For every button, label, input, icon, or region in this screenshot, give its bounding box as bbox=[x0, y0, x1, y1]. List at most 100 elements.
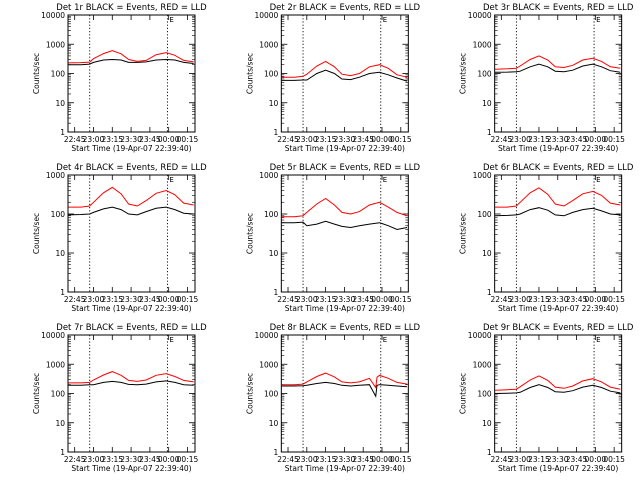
x-tick-label: 23:15 bbox=[315, 455, 337, 464]
y-axis-label: Counts/sec bbox=[32, 373, 41, 414]
x-tick-label: 22:45 bbox=[64, 295, 86, 304]
corner-mark: E bbox=[383, 336, 387, 344]
plot-frame bbox=[280, 174, 409, 293]
x-tick-label: 23:30 bbox=[334, 295, 356, 304]
x-tick-label: 23:00 bbox=[83, 455, 105, 464]
plot-frame bbox=[494, 334, 623, 453]
series-line-lld bbox=[495, 187, 621, 208]
x-tick-label: 00:15 bbox=[390, 295, 412, 304]
x-axis-label: Start Time (19-Apr-07 22:39:40) bbox=[285, 304, 405, 313]
x-tick-label: 00:00 bbox=[158, 455, 180, 464]
panel: Det 4r BLACK = Events, RED = LLD 1 10 100 10… bbox=[32, 163, 207, 313]
x-tick-label: 23:00 bbox=[509, 295, 531, 304]
y-tick-label: 1 bbox=[60, 288, 65, 297]
chart-title: Det 6r BLACK = Events, RED = LLD bbox=[483, 163, 634, 173]
x-tick-label: 22:45 bbox=[491, 455, 513, 464]
y-tick-label: 1000 bbox=[259, 171, 278, 180]
x-tick-label: 00:15 bbox=[177, 455, 199, 464]
x-tick-label: 22:45 bbox=[64, 455, 86, 464]
chart-title: Det 8r BLACK = Events, RED = LLD bbox=[270, 323, 421, 333]
series-line-lld bbox=[68, 186, 194, 208]
y-tick-label: 10 bbox=[269, 99, 279, 108]
x-tick-label: 23:30 bbox=[547, 135, 569, 144]
y-tick-label: 1000 bbox=[46, 171, 65, 180]
x-tick-label: 23:30 bbox=[120, 455, 142, 464]
y-tick-label: 100 bbox=[51, 390, 66, 399]
x-axis-label: Start Time (19-Apr-07 22:39:40) bbox=[498, 464, 618, 473]
x-tick-label: 23:00 bbox=[509, 135, 531, 144]
x-tick-label: 23:00 bbox=[296, 135, 318, 144]
y-tick-label: 1 bbox=[274, 448, 279, 457]
panel: Det 8r BLACK = Events, RED = LLD 1 10 100 10… bbox=[245, 323, 420, 473]
series-line-events bbox=[68, 380, 194, 386]
panel: Det 9r BLACK = Events, RED = LLD 1 10 100 10… bbox=[459, 323, 634, 473]
y-axis-label: Counts/sec bbox=[32, 53, 41, 94]
x-tick-label: 23:00 bbox=[296, 295, 318, 304]
y-axis-label: Counts/sec bbox=[245, 53, 254, 94]
y-tick-label: 10 bbox=[482, 419, 492, 428]
x-tick-label: 22:45 bbox=[277, 455, 299, 464]
series-line-events bbox=[281, 381, 408, 398]
x-tick-label: 00:00 bbox=[371, 135, 393, 144]
y-axis-label: Counts/sec bbox=[459, 373, 468, 414]
series-line-events bbox=[68, 206, 194, 216]
x-tick-label: 23:45 bbox=[352, 135, 374, 144]
y-tick-label: 1 bbox=[274, 288, 279, 297]
x-tick-label: 23:00 bbox=[83, 295, 105, 304]
y-axis-label: Counts/sec bbox=[459, 53, 468, 94]
y-tick-label: 100 bbox=[477, 210, 492, 219]
x-axis-label: Start Time (19-Apr-07 22:39:40) bbox=[285, 144, 405, 153]
x-tick-label: 23:15 bbox=[528, 295, 550, 304]
chart-title: Det 5r BLACK = Events, RED = LLD bbox=[270, 163, 421, 173]
x-tick-label: 23:30 bbox=[120, 135, 142, 144]
y-tick-label: 10 bbox=[55, 249, 65, 258]
y-tick-label: 100 bbox=[264, 210, 279, 219]
chart-title: Det 1r BLACK = Events, RED = LLD bbox=[56, 3, 207, 13]
series-line-lld bbox=[495, 55, 621, 70]
x-tick-label: 22:45 bbox=[491, 135, 513, 144]
y-tick-label: 1000 bbox=[473, 40, 492, 49]
chart-title: Det 2r BLACK = Events, RED = LLD bbox=[270, 3, 421, 13]
corner-mark: E bbox=[383, 176, 387, 184]
y-tick-label: 100 bbox=[264, 70, 279, 79]
y-tick-label: 1000 bbox=[473, 171, 492, 180]
corner-mark: E bbox=[596, 16, 600, 24]
y-tick-label: 1000 bbox=[473, 360, 492, 369]
series-line-lld bbox=[281, 197, 408, 218]
x-tick-label: 00:15 bbox=[390, 455, 412, 464]
y-tick-label: 1000 bbox=[46, 40, 65, 49]
plot-frame bbox=[280, 334, 409, 453]
x-tick-label: 23:45 bbox=[566, 455, 588, 464]
x-tick-label: 23:15 bbox=[528, 135, 550, 144]
x-axis-label: Start Time (19-Apr-07 22:39:40) bbox=[498, 304, 618, 313]
y-tick-label: 1 bbox=[487, 448, 492, 457]
x-tick-label: 23:30 bbox=[334, 455, 356, 464]
corner-mark: E bbox=[169, 16, 173, 24]
series-line-events bbox=[495, 63, 621, 73]
corner-mark: E bbox=[596, 336, 600, 344]
chart-title: Det 4r BLACK = Events, RED = LLD bbox=[56, 163, 207, 173]
y-axis-label: Counts/sec bbox=[245, 213, 254, 254]
plot-frame bbox=[494, 174, 623, 293]
x-tick-label: 23:30 bbox=[334, 135, 356, 144]
x-tick-label: 23:45 bbox=[566, 295, 588, 304]
x-axis-label: Start Time (19-Apr-07 22:39:40) bbox=[71, 144, 191, 153]
x-tick-label: 00:00 bbox=[158, 295, 180, 304]
y-tick-label: 10 bbox=[482, 99, 492, 108]
y-tick-label: 10 bbox=[55, 99, 65, 108]
x-tick-label: 23:15 bbox=[101, 295, 123, 304]
y-tick-label: 10000 bbox=[468, 331, 492, 340]
y-tick-label: 1 bbox=[487, 128, 492, 137]
x-tick-label: 22:45 bbox=[491, 295, 513, 304]
x-tick-label: 23:30 bbox=[120, 295, 142, 304]
plot-frame bbox=[67, 174, 196, 293]
y-tick-label: 10000 bbox=[41, 11, 65, 20]
x-tick-label: 00:15 bbox=[177, 295, 199, 304]
series-line-lld bbox=[495, 375, 621, 391]
x-tick-label: 23:45 bbox=[566, 135, 588, 144]
x-tick-label: 23:45 bbox=[139, 135, 161, 144]
y-tick-label: 10000 bbox=[41, 331, 65, 340]
x-tick-label: 23:30 bbox=[547, 295, 569, 304]
x-tick-label: 23:00 bbox=[509, 455, 531, 464]
